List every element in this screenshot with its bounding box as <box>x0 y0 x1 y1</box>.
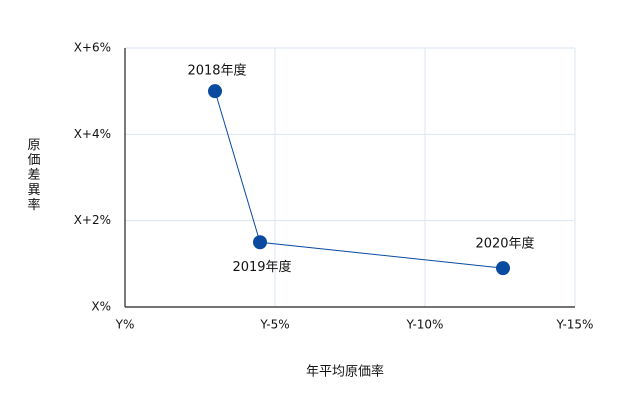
x-tick-label: Y-5% <box>259 318 289 332</box>
y-tick-label: X+2% <box>74 213 111 227</box>
data-point <box>253 235 267 250</box>
data-point <box>208 84 222 99</box>
y-tick-label: X% <box>91 300 111 314</box>
x-tick-label: Y-10% <box>406 318 444 332</box>
point-label: 2018年度 <box>187 63 246 79</box>
x-axis-label: 年平均原価率 <box>306 364 384 380</box>
point-label: 2019年度 <box>232 259 291 275</box>
x-tick-label: Y-15% <box>556 318 594 332</box>
data-point <box>496 261 510 276</box>
y-tick-label: X+4% <box>74 127 111 141</box>
y-tick-label: X+6% <box>74 41 111 55</box>
point-label: 2020年度 <box>475 236 534 252</box>
y-axis-label: 原価差異率 <box>25 138 41 213</box>
x-tick-label: Y% <box>115 318 135 332</box>
